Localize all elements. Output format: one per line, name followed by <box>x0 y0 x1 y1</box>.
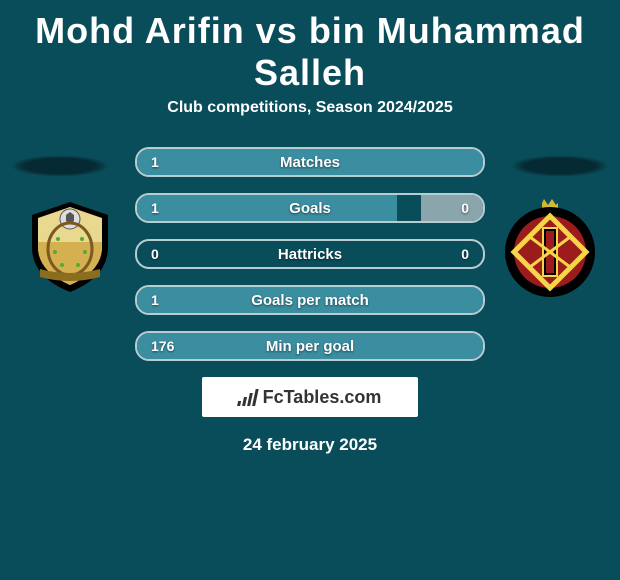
club-crest-right <box>500 197 600 297</box>
stat-bars: 1 Matches 1 Goals 0 0 Hattricks 0 1 Goals per mat… <box>135 147 485 361</box>
player-shadow-left <box>10 155 110 177</box>
stat-row: 176 Min per goal <box>135 331 485 361</box>
stat-label: Goals <box>289 200 331 217</box>
stat-value-left: 176 <box>151 338 174 354</box>
stat-label: Hattricks <box>278 246 342 263</box>
stat-value-left: 1 <box>151 200 159 216</box>
stat-row: 1 Goals 0 <box>135 193 485 223</box>
stat-bar-right <box>421 195 483 221</box>
club-crest-left <box>20 197 120 297</box>
player-shadow-right <box>510 155 610 177</box>
page-title: Mohd Arifin vs bin Muhammad Salleh <box>0 0 620 99</box>
stat-label: Goals per match <box>251 292 369 309</box>
stat-value-right: 0 <box>461 200 469 216</box>
stat-label: Matches <box>280 154 340 171</box>
stat-value-left: 0 <box>151 246 159 262</box>
brand-bars-icon <box>237 388 259 406</box>
date-label: 24 february 2025 <box>0 435 620 455</box>
stat-label: Min per goal <box>266 338 354 355</box>
brand-logo: FcTables.com <box>202 377 418 417</box>
stat-row: 0 Hattricks 0 <box>135 239 485 269</box>
stat-value-left: 1 <box>151 292 159 308</box>
stat-bar-left <box>137 195 397 221</box>
stat-row: 1 Matches <box>135 147 485 177</box>
brand-name: FcTables.com <box>263 387 382 408</box>
stat-value-right: 0 <box>461 246 469 262</box>
stat-value-left: 1 <box>151 154 159 170</box>
stat-row: 1 Goals per match <box>135 285 485 315</box>
subtitle: Club competitions, Season 2024/2025 <box>0 99 620 117</box>
comparison-area: 1 Matches 1 Goals 0 0 Hattricks 0 1 Goals per mat… <box>0 147 620 361</box>
